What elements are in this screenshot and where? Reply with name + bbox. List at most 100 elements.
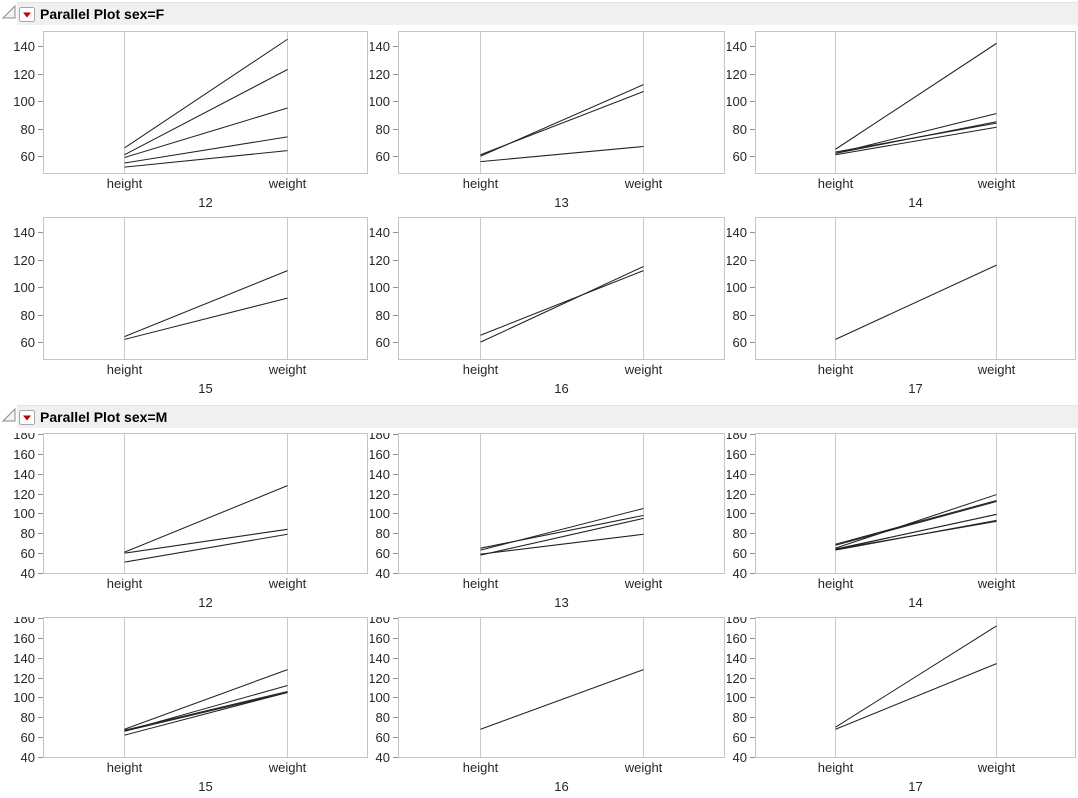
x-axis-label-weight: weight — [977, 176, 1016, 191]
y-tick-label: 100 — [727, 94, 747, 109]
y-tick-label: 60 — [376, 546, 390, 561]
x-axis-label-weight: weight — [977, 362, 1016, 377]
group-label: 14 — [908, 595, 922, 610]
data-line[interactable] — [480, 669, 644, 730]
outline-header-bar[interactable]: Parallel Plot sex=F — [17, 2, 1078, 25]
data-line[interactable] — [835, 520, 997, 550]
y-tick-label: 60 — [21, 730, 35, 745]
y-tick-label: 80 — [733, 526, 747, 541]
data-line[interactable] — [835, 625, 997, 728]
parallel-plot-panel-13: 40 60 80 100 120 140 160 180 height weight 13 — [370, 433, 725, 610]
plot-frame — [398, 617, 725, 758]
group-label: 16 — [554, 381, 568, 396]
data-line[interactable] — [835, 126, 997, 156]
data-line[interactable] — [124, 270, 288, 338]
y-tick-label: 80 — [376, 710, 390, 725]
x-axis-label-height: height — [463, 362, 499, 377]
red-triangle-menu-button[interactable] — [19, 6, 35, 22]
panel-row: 60 80 100 120 140 height weight 12 60 80 100 120 140… — [0, 25, 1078, 217]
y-tick-label: 40 — [376, 566, 390, 581]
y-tick-label: 40 — [376, 750, 390, 765]
disclosure-triangle-icon-svg — [1, 407, 16, 422]
y-tick-label: 120 — [370, 487, 390, 502]
data-line[interactable] — [835, 501, 997, 546]
y-tick-label: 160 — [13, 447, 35, 462]
outline-title: Parallel Plot sex=F — [40, 6, 165, 22]
red-triangle-menu-button[interactable] — [19, 409, 35, 425]
plot-frame — [755, 217, 1076, 360]
data-line[interactable] — [124, 136, 288, 164]
data-line[interactable] — [124, 669, 288, 730]
data-line[interactable] — [124, 533, 288, 563]
data-line[interactable] — [124, 691, 288, 732]
y-tick-label: 80 — [376, 308, 390, 323]
data-line[interactable] — [835, 42, 997, 150]
group-label: 17 — [908, 779, 922, 794]
data-line[interactable] — [124, 528, 288, 554]
data-line[interactable] — [124, 150, 288, 168]
data-line[interactable] — [835, 663, 997, 730]
y-tick-label: 60 — [376, 730, 390, 745]
parallel-plot-panel-15: 60 80 100 120 140 height weight 15 — [13, 217, 368, 396]
data-line[interactable] — [480, 270, 644, 336]
y-tick-label: 160 — [370, 447, 390, 462]
plot-frame — [755, 433, 1076, 574]
x-axis-label-weight: weight — [268, 760, 307, 775]
group-label: 13 — [554, 595, 568, 610]
data-line[interactable] — [835, 500, 997, 545]
data-line[interactable] — [124, 691, 288, 736]
data-line[interactable] — [835, 513, 997, 550]
y-tick-label: 140 — [13, 225, 35, 240]
data-line[interactable] — [480, 517, 644, 556]
x-axis-label-height: height — [818, 576, 854, 591]
data-line[interactable] — [480, 533, 644, 555]
y-tick-label: 180 — [13, 433, 35, 442]
plot-frame — [43, 433, 368, 574]
parallel-plot-panel-14: 60 80 100 120 140 height weight 14 — [727, 31, 1076, 210]
data-line[interactable] — [835, 122, 997, 153]
y-tick-label: 140 — [727, 467, 747, 482]
data-line[interactable] — [835, 264, 997, 340]
data-line[interactable] — [124, 297, 288, 340]
data-line[interactable] — [480, 514, 644, 549]
y-tick-label: 180 — [370, 433, 390, 442]
x-axis-label-height: height — [107, 362, 143, 377]
x-axis-label-height: height — [818, 760, 854, 775]
plot-frame — [398, 31, 725, 174]
data-line[interactable] — [124, 485, 288, 553]
parallel-plot-panel-16: 40 60 80 100 120 140 160 180 height weight 16 — [370, 617, 725, 794]
data-line[interactable] — [480, 91, 644, 156]
y-tick-label: 140 — [370, 225, 390, 240]
data-line[interactable] — [835, 494, 997, 549]
group-label: 16 — [554, 779, 568, 794]
x-axis-label-weight: weight — [268, 576, 307, 591]
y-tick-label: 100 — [727, 280, 747, 295]
panel-row: 60 80 100 120 140 height weight 15 60 80 100 120 140… — [0, 217, 1078, 403]
x-axis-label-height: height — [463, 760, 499, 775]
disclosure-triangle-icon[interactable] — [1, 4, 16, 19]
y-tick-label: 140 — [727, 225, 747, 240]
y-tick-label: 160 — [13, 631, 35, 646]
y-tick-label: 80 — [733, 308, 747, 323]
y-tick-label: 80 — [21, 526, 35, 541]
x-axis-label-height: height — [463, 176, 499, 191]
outline-header-bar[interactable]: Parallel Plot sex=M — [17, 405, 1078, 428]
x-axis-label-height: height — [818, 176, 854, 191]
disclosure-triangle-icon[interactable] — [1, 407, 16, 422]
y-tick-label: 120 — [370, 253, 390, 268]
group-label: 14 — [908, 195, 922, 210]
panel-row: 40 60 80 100 120 140 160 180 height weight 12 40 60 8… — [0, 428, 1078, 617]
data-line[interactable] — [124, 107, 288, 159]
data-line[interactable] — [480, 266, 644, 343]
data-line[interactable] — [480, 145, 644, 163]
data-line[interactable] — [124, 690, 288, 731]
y-tick-label: 60 — [733, 335, 747, 350]
y-tick-label: 60 — [733, 149, 747, 164]
parallel-plot-panel-13: 60 80 100 120 140 height weight 13 — [370, 31, 725, 210]
y-tick-label: 140 — [370, 467, 390, 482]
report-section-sex-m: Parallel Plot sex=M 40 60 80 100 120 140 160 18… — [0, 403, 1078, 798]
parallel-plot-panel-17: 40 60 80 100 120 140 160 180 height weight 17 — [727, 617, 1076, 794]
data-line[interactable] — [124, 38, 288, 149]
data-line[interactable] — [124, 69, 288, 156]
x-axis-label-height: height — [818, 362, 854, 377]
